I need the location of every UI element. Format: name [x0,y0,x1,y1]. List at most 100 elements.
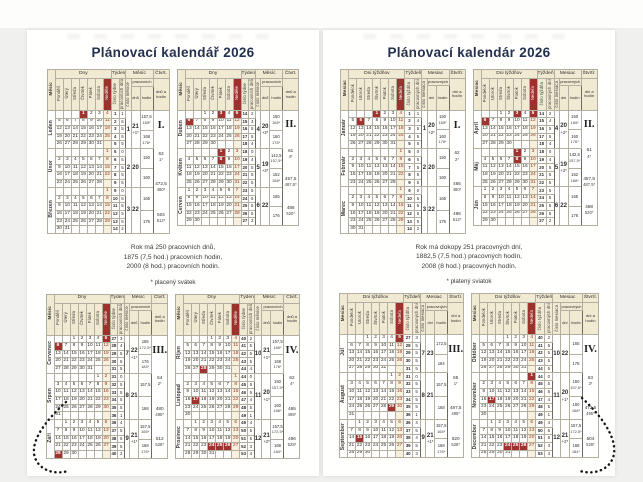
week-workdays-cell: 5 [117,442,126,451]
week-workdays-cell: 4 [117,419,126,429]
week-workdays-cell: 5 [545,194,555,203]
hours-8-star: 168* [272,177,281,183]
week-subheader: pracovních dnů [117,302,126,336]
day-cell [372,225,382,234]
day-cell: 3 [94,110,104,119]
week-workdays-cell: 5 [545,209,555,219]
day-cell: 25 [495,403,505,412]
month-number-header-label: číslo mesiaca [421,80,427,108]
day-cell: 15 [527,388,537,397]
year-summary-line: 2000 (8 hod.) pracovních hodin. [126,263,220,271]
day-cell [191,334,201,344]
quarter-hours-8: 488 520* [286,205,295,216]
day-cell: 28 [94,217,104,227]
month-name-label: Jún [473,199,480,210]
day-cell: 6 [101,419,111,429]
month-column-header: Mesiac [339,293,349,336]
quarter-hours-7-5-star: 487,5* [284,182,297,188]
week-workdays-cell: 4 [248,117,257,127]
week-number-cell: 40 [109,450,119,459]
month-number-header-label: číslo mesiaca [553,304,559,332]
week-workdays-cell: 2 [413,225,423,234]
week-workdays-cell: 5 [118,171,127,180]
day-cell: 10 [519,341,529,351]
week-workdays-cell: 5 [247,388,255,398]
month-workdays-value: 22 [428,207,435,214]
month-hours-cell: 150 160 [435,147,450,188]
day-cell: 20 [527,434,537,443]
day-cell: 4 [224,110,234,119]
day-cell: 13 [527,426,537,436]
day-name-header: Středa [70,78,80,111]
day-cell: 9 [395,380,405,389]
day-cell: 27 [356,140,366,149]
day-cell: 21 [379,395,389,405]
day-cell: 22 [184,209,194,219]
day-cell: 29 [191,450,201,459]
day-cell: 2 [363,418,373,428]
month-number-header: číslo měsíce [253,302,263,336]
quarter-hours-7-5-value: 457,5 [583,175,595,181]
day-cell: 9 [488,194,498,203]
day-cell [348,186,358,196]
month-number-cell: 12 [552,418,561,459]
week-number-cell: 14 [536,109,547,119]
month-number-cell: 9 [420,418,427,459]
day-cell [355,334,365,343]
day-cell [101,450,111,459]
header-row-subs: Pondelok Utorok Streda Štvrtok Piatok Sobota N… [340,302,465,336]
week-workdays-cell: 5 [412,426,422,436]
quarter-subheader-line2: hodín [585,317,596,323]
quarter-table-III: Mesiac Dni týždňov Týždeň Mesiac Štvrťr. Pond… [339,293,465,459]
day-cell: 28 [94,178,104,188]
quarter-hours-7-5-value: 465 [453,180,461,186]
week-number-cell: 41 [535,341,546,351]
day-name-header-label: Piatok [512,311,518,324]
day-cell [380,225,390,234]
day-cell: 11 [215,427,225,436]
day-cell: 2 [86,110,96,119]
day-cell: 31 [62,225,72,234]
day-cell: 1 [396,147,406,157]
month-name: Január [340,109,350,149]
day-name-header: Úterý [61,302,71,336]
quarter-workdays-value: 62 [454,150,460,156]
month-number-cell: 9 [124,419,131,459]
day-cell [355,411,365,420]
day-name-header-label: Čtvrtek [78,310,84,325]
day-cell: 6 [395,418,405,428]
month-name-label: November [472,381,479,408]
week-workdays-cell: 5 [413,217,423,227]
day-name-header: Piatok [511,302,521,336]
month-hours-box: 165 176 [141,188,152,233]
calendar-week-row: 12 13 14 15 16 17 18 3 5 [47,125,169,134]
day-cell: 29 [396,217,406,227]
hours-8-half: 160 [141,167,152,186]
day-cell: 13 [371,388,381,397]
week-workdays-cell: 3 [544,442,554,451]
day-name-header-label: Utorok [488,310,494,324]
calendar-week-row: Květen 1 2 3 18 0 5 19 +2* 142,5 157,5* 152 168* [176,147,299,188]
day-cell: 14 [232,194,242,204]
day-cell: 10 [379,341,389,351]
day-cell [94,186,104,196]
hours-8-half: 168 [139,396,151,418]
holiday-day-cell: 1 [527,372,537,382]
day-cell: 12 [216,194,226,204]
week-number-cell: 24 [536,194,547,203]
day-cell: 9 [208,117,218,127]
day-cell: 23 [520,171,530,180]
week-number-cell: 34 [109,396,119,405]
hours-7-5-half: 157,5 165* [436,420,447,438]
week-subheader-label: pracovních dnů [247,303,253,334]
hours-unit-header: hodín [435,85,450,111]
day-name-header: Pátek [216,78,226,111]
day-cell: 11 [93,342,103,351]
quarter-summary-cell: I. 63 1* 472,5 480* 504 512* [152,110,170,234]
day-name-header-label: Sobota [521,86,527,100]
day-cell: 27 [101,442,111,451]
days-unit-header: dní [558,85,569,111]
day-name-header: Pondělí [183,302,193,336]
day-cell: 2 [192,186,202,196]
day-cell [77,450,87,459]
